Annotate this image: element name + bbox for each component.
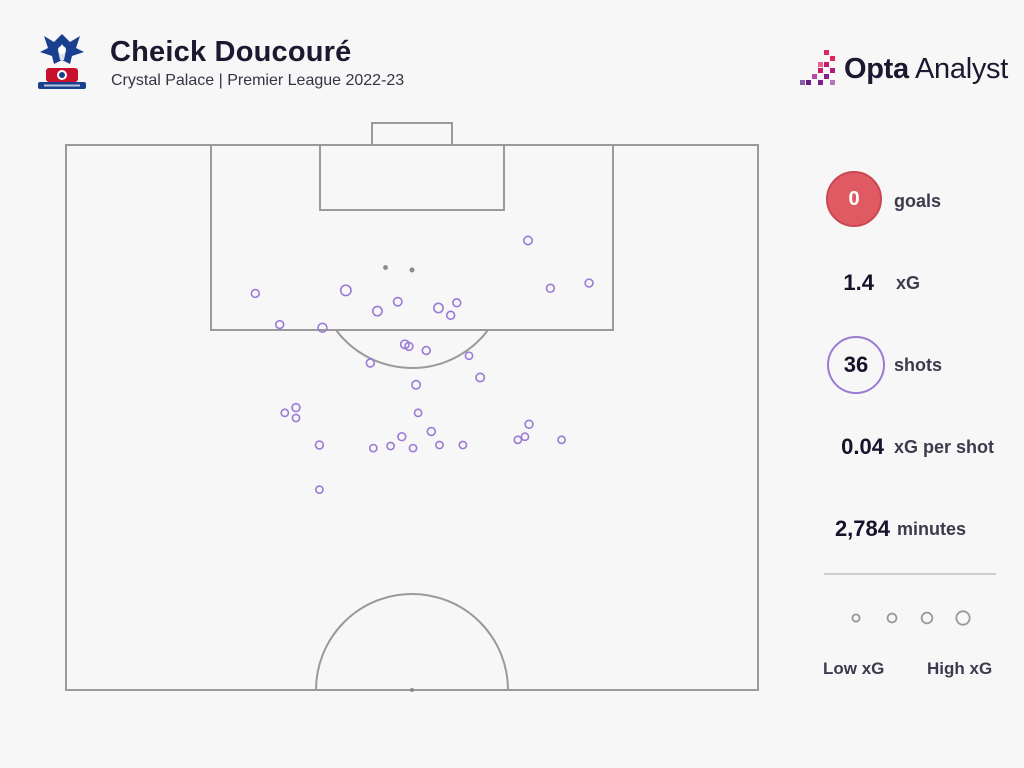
shot-point [314,440,325,450]
brand-name-bold: Opta [844,53,909,85]
shot-point [520,432,530,442]
legend-high-label: High xG [927,659,993,678]
shot-point [274,319,285,330]
shots-layer [250,235,594,495]
opta-analyst-logo-icon [800,50,835,85]
shot-point [475,372,486,383]
xg-per-shot-label: xG per shot [894,437,995,457]
centre-spot [410,688,414,692]
shot-point [291,413,301,423]
shot-point [314,485,324,495]
shot-point [413,408,423,418]
shot-point [250,288,261,299]
shot-point [280,408,290,418]
shot-point [371,305,383,317]
shot-point [584,278,594,288]
penalty-box [210,144,614,331]
chart-subtitle: Crystal Palace | Premier League 2022-23 [111,72,405,89]
centre-circle [315,593,509,691]
shot-point [513,435,523,445]
penalty-arc [335,329,489,369]
legend-size-circle [851,613,861,623]
minutes-value: 2,784 [834,516,890,541]
shot-point [291,402,301,413]
shot-point [339,284,352,297]
xg-legend [851,610,971,626]
shots-label: shots [894,355,943,375]
legend-size-circle [955,610,971,626]
shot-point [435,440,444,450]
shot-point [545,283,556,293]
shot-point [524,419,534,429]
goals-value: 0 [826,171,882,227]
xg-per-shot-value: 0.04 [841,434,884,459]
shot-point [365,358,376,368]
goals-label: goals [894,191,942,211]
shot-point [392,296,403,307]
shot-point [523,235,534,246]
xg-value: 1.4 [843,270,874,295]
penalty-spot [409,267,415,273]
shot-point [433,302,444,314]
legend-size-circle [920,611,934,625]
shot-point [411,379,422,390]
stats-divider [824,573,996,575]
shot-point [458,440,468,450]
xg-label: xG [896,273,921,293]
goal [371,122,453,146]
shots-value: 36 [827,336,885,394]
shot-point [386,441,396,451]
legend-low-label: Low xG [823,659,885,678]
pitch-outline [65,144,759,691]
shot-point [421,345,431,356]
brand-name-light: Analyst [908,53,1009,85]
shot-point [408,443,418,453]
shot-point [404,341,414,352]
shot-point [464,351,474,361]
shot-point [445,310,456,320]
brand-name: Opta Analyst [844,53,1008,86]
player-name: Cheick Doucouré [110,36,352,68]
shot-point [426,426,437,437]
shot-point [368,443,378,453]
legend-size-circle [886,612,898,624]
shot-point [317,322,328,333]
shot-point [397,431,407,442]
minutes-label: minutes [897,519,967,539]
six-yard-box [319,144,505,211]
crystal-palace-crest-icon [38,34,86,89]
shot-point [452,298,462,308]
shot-point [557,435,567,445]
pitch-lines [65,122,759,691]
blocked-shot-point [383,265,388,270]
